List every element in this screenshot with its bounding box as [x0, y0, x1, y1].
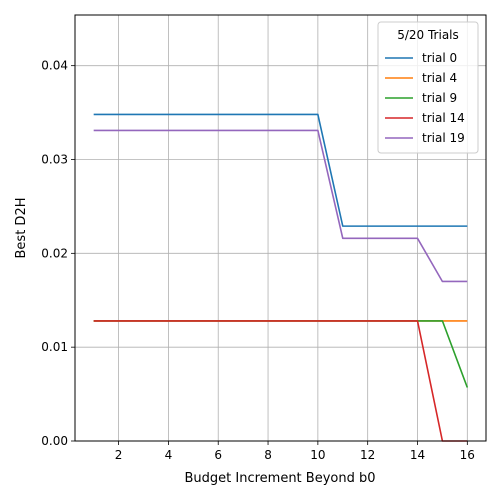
y-tick-label: 0.01	[41, 340, 68, 354]
x-tick-label: 6	[214, 448, 222, 462]
x-tick-label: 4	[165, 448, 173, 462]
plot-frame	[74, 14, 487, 442]
y-tick-label: 0.02	[41, 246, 68, 260]
x-tick-label: 2	[115, 448, 123, 462]
series-line-trial-0	[93, 113, 468, 227]
series-lines	[93, 113, 469, 442]
y-tick-label: 0.00	[41, 434, 68, 448]
x-tick-label: 10	[310, 448, 325, 462]
x-tick-label: 16	[460, 448, 475, 462]
x-tick-label: 14	[410, 448, 425, 462]
x-axis-ticks: 2 4 6 8 10 12 14 16	[115, 441, 475, 462]
x-tick-label: 8	[264, 448, 272, 462]
legend-box	[377, 21, 479, 154]
series-line-trial-19	[93, 129, 468, 283]
x-tick-label: 12	[360, 448, 375, 462]
legend-label: trial 0	[422, 51, 457, 65]
x-axis-label: Budget Increment Beyond b0	[184, 471, 375, 486]
y-tick-label: 0.04	[41, 59, 68, 73]
legend-label: trial 19	[422, 131, 465, 145]
legend-items: trial 0 trial 4 trial 9 trial 14 trial 19	[385, 51, 465, 145]
y-tick-label: 0.03	[41, 153, 68, 167]
legend: 5/20 Trials trial 0 trial 4 trial 9 trial 1…	[377, 21, 479, 154]
legend-label: trial 9	[422, 91, 457, 105]
legend-label: trial 4	[422, 71, 457, 85]
legend-title: 5/20 Trials	[397, 28, 459, 42]
series-line-trial-14	[93, 320, 468, 442]
y-axis-label: Best D2H	[14, 198, 29, 259]
y-axis-ticks: 0.00 0.01 0.02 0.03 0.04	[41, 59, 75, 448]
legend-label: trial 14	[422, 111, 465, 125]
